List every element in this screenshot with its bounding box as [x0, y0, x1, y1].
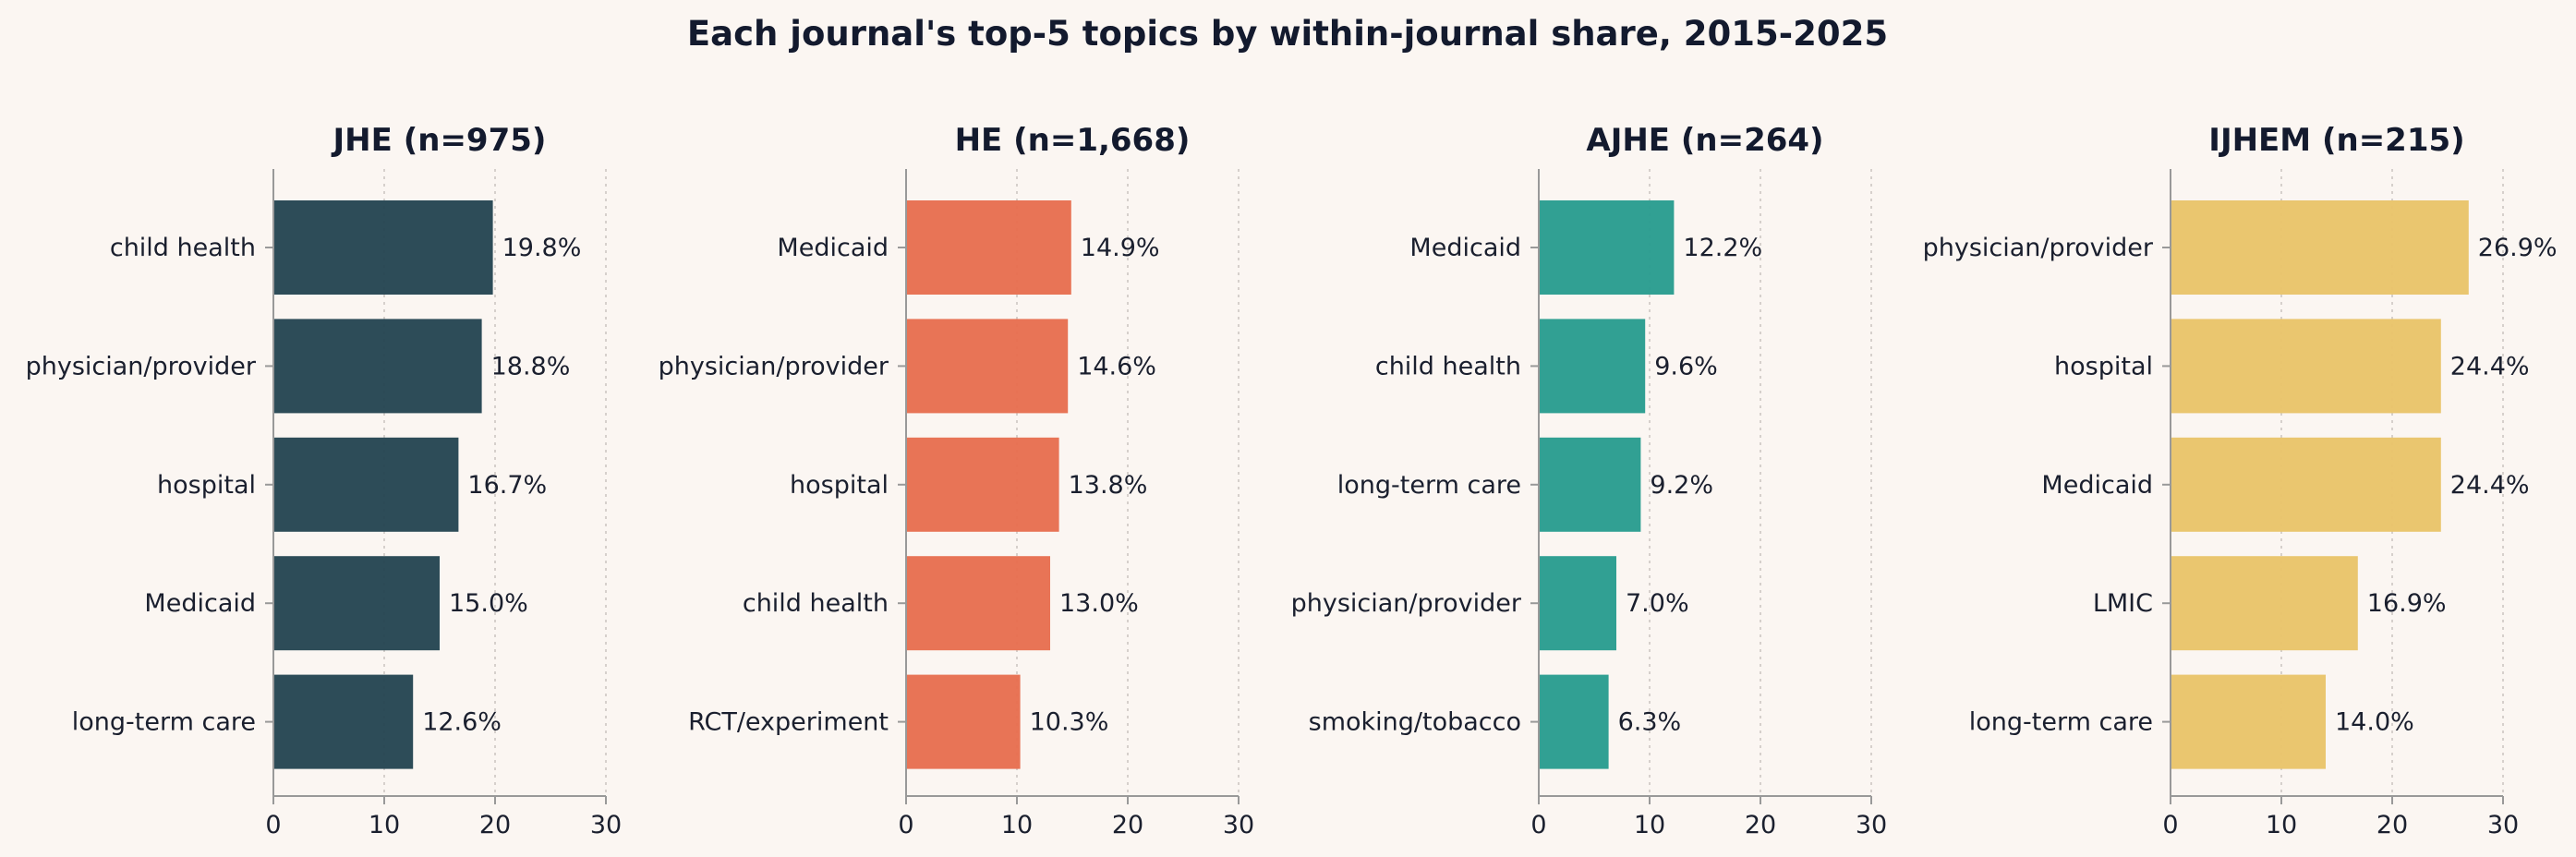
value-label: 12.6%: [422, 708, 502, 737]
bar: [273, 200, 493, 295]
x-tick-label: 30: [590, 811, 622, 839]
category-label: physician/provider: [1291, 589, 1522, 618]
category-label: child health: [743, 589, 889, 618]
bar: [2171, 556, 2358, 651]
category-label: RCT/experiment: [688, 708, 889, 737]
category-label: long-term care: [1969, 708, 2153, 737]
x-tick-label: 10: [369, 811, 400, 839]
category-label: long-term care: [1337, 471, 1521, 500]
bar: [906, 556, 1050, 651]
x-tick-label: 20: [2376, 811, 2408, 839]
bar: [2171, 437, 2441, 532]
bar: [2171, 319, 2441, 414]
value-label: 15.0%: [449, 589, 528, 618]
panel-title: HE (n=1,668): [955, 122, 1191, 159]
chart-panel: Medicaid 12.2% child health 9.6% long-term c…: [1291, 122, 1888, 839]
category-label: hospital: [2054, 352, 2153, 380]
value-label: 24.4%: [2450, 352, 2530, 380]
x-tick-label: 20: [1112, 811, 1143, 839]
value-label: 14.6%: [1077, 352, 1156, 380]
bar: [273, 319, 482, 414]
category-label: child health: [1375, 352, 1521, 380]
bar: [1539, 674, 1609, 769]
x-tick-label: 0: [265, 811, 281, 839]
value-label: 7.0%: [1626, 589, 1689, 618]
x-tick-label: 0: [1530, 811, 1546, 839]
bar: [273, 556, 440, 651]
x-tick-label: 10: [2266, 811, 2297, 839]
chart-panels: child health 19.8% physician/provider 18.8%…: [26, 122, 2558, 839]
value-label: 10.3%: [1030, 708, 1109, 737]
panel-title: AJHE (n=264): [1586, 122, 1823, 159]
category-label: Medicaid: [1409, 234, 1521, 262]
x-tick-label: 30: [1856, 811, 1887, 839]
category-label: physician/provider: [659, 352, 889, 380]
bar: [1539, 437, 1641, 532]
category-label: Medicaid: [777, 234, 889, 262]
category-label: Medicaid: [2041, 471, 2153, 500]
bar: [906, 437, 1059, 532]
value-label: 26.9%: [2478, 234, 2558, 262]
value-label: 16.9%: [2367, 589, 2447, 618]
x-tick-label: 20: [1745, 811, 1776, 839]
figure-title: Each journal's top-5 topics by within-jo…: [687, 14, 1888, 54]
x-tick-label: 30: [1223, 811, 1254, 839]
bar: [906, 319, 1069, 414]
category-label: hospital: [790, 471, 889, 500]
bar: [2171, 674, 2326, 769]
category-label: LMIC: [2093, 589, 2153, 618]
value-label: 9.6%: [1654, 352, 1718, 380]
value-label: 9.2%: [1650, 471, 1713, 500]
category-label: child health: [110, 234, 256, 262]
category-label: smoking/tobacco: [1309, 708, 1521, 737]
value-label: 14.0%: [2335, 708, 2414, 737]
x-tick-label: 20: [479, 811, 511, 839]
bar: [273, 674, 414, 769]
category-label: physician/provider: [26, 352, 257, 380]
bar: [1539, 319, 1646, 414]
value-label: 12.2%: [1683, 234, 1762, 262]
category-label: physician/provider: [1923, 234, 2154, 262]
x-tick-label: 10: [1001, 811, 1033, 839]
bar: [906, 200, 1071, 295]
x-tick-label: 30: [2487, 811, 2519, 839]
panel-title: JHE (n=975): [332, 122, 547, 159]
bar: [2171, 200, 2469, 295]
value-label: 14.9%: [1081, 234, 1160, 262]
bar: [1539, 556, 1616, 651]
value-label: 16.7%: [467, 471, 547, 500]
x-tick-label: 0: [898, 811, 913, 839]
category-label: long-term care: [72, 708, 256, 737]
chart-panel: child health 19.8% physician/provider 18.8%…: [26, 122, 623, 839]
x-tick-label: 0: [2162, 811, 2178, 839]
value-label: 18.8%: [491, 352, 571, 380]
x-tick-label: 10: [1634, 811, 1665, 839]
bar: [906, 674, 1021, 769]
bar: [273, 437, 459, 532]
category-label: hospital: [157, 471, 256, 500]
bar: [1539, 200, 1675, 295]
value-label: 24.4%: [2450, 471, 2530, 500]
value-label: 19.8%: [502, 234, 582, 262]
value-label: 13.0%: [1059, 589, 1139, 618]
chart-panel: Medicaid 14.9% physician/provider 14.6% hosp…: [659, 122, 1255, 839]
value-label: 6.3%: [1618, 708, 1682, 737]
panel-title: IJHEM (n=215): [2208, 122, 2464, 159]
value-label: 13.8%: [1069, 471, 1148, 500]
category-label: Medicaid: [144, 589, 256, 618]
chart-panel: physician/provider 26.9% hospital 24.4% Medi…: [1923, 122, 2558, 839]
